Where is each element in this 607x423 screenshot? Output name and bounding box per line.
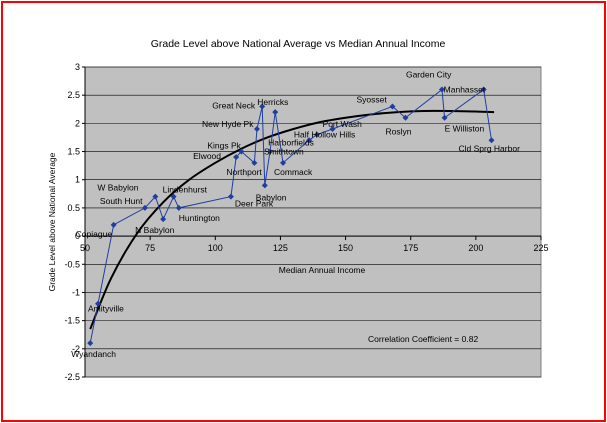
y-tick-labels: -2.5 -2 -1.5 -1 -0.5 0 0.5 1 1.5 2 2.5 3 — [64, 62, 85, 382]
point-label: New Hyde Pk — [202, 119, 254, 129]
y-tick-label: 2 — [75, 118, 80, 128]
x-tick-label: 125 — [273, 243, 288, 253]
data-point — [267, 148, 274, 155]
data-point — [480, 86, 487, 93]
y-tick-label: -2.5 — [64, 372, 80, 382]
point-label: Babylon — [256, 192, 287, 202]
point-label: Great Neck — [212, 100, 256, 110]
data-point — [110, 221, 117, 228]
y-tick-label: 1.5 — [67, 147, 80, 157]
point-label: South Hunt — [100, 196, 143, 206]
data-point — [233, 154, 240, 161]
point-label: Garden City — [406, 70, 452, 80]
point-label: Huntington — [179, 213, 220, 223]
x-tick-label: 200 — [468, 243, 483, 253]
point-label: Port Wash — [323, 119, 363, 129]
point-label: Syosset — [356, 94, 387, 104]
point-label: Northport — [226, 167, 262, 177]
data-point — [402, 114, 409, 121]
point-label: Roslyn — [386, 127, 412, 137]
point-label: Commack — [274, 167, 313, 177]
point-label: Manhasset — [444, 85, 486, 95]
y-tick-label: -1 — [72, 287, 80, 297]
x-tick-label: 50 — [80, 243, 90, 253]
point-label: W Babylon — [97, 183, 138, 193]
x-tick-label: 75 — [145, 243, 155, 253]
trend-line — [89, 109, 495, 330]
point-label: Lindenhurst — [163, 185, 208, 195]
data-point — [329, 126, 336, 132]
point-label: Kings Pk — [207, 141, 241, 151]
y-tick-label: -2 — [72, 344, 80, 354]
point-label: Copiague — [76, 229, 113, 239]
data-point — [441, 114, 448, 121]
y-tick-label: 3 — [75, 62, 80, 72]
point-label: Harborfields — [268, 137, 314, 147]
data-point — [227, 193, 234, 200]
data-points — [87, 86, 495, 347]
y-tick-label: 2.5 — [67, 90, 80, 100]
point-label: Wyandanch — [71, 349, 116, 359]
y-tick-label: 0 — [75, 231, 80, 241]
point-label: Elwood — [193, 151, 221, 161]
x-tick-label: 150 — [338, 243, 353, 253]
data-point — [389, 103, 396, 110]
x-tick-label: 100 — [208, 243, 223, 253]
y-tick-label: 1 — [75, 175, 80, 185]
y-tick-label: -0.5 — [64, 259, 80, 269]
point-label: Amityville — [88, 304, 124, 314]
point-label: Herricks — [257, 97, 288, 107]
data-point — [488, 137, 495, 144]
data-point — [261, 182, 268, 189]
point-label: Deer Park — [235, 199, 274, 209]
data-point — [87, 340, 94, 347]
data-point — [313, 131, 320, 138]
data-point — [272, 109, 279, 116]
y-axis-title: Grade Level above National Average — [47, 152, 57, 291]
data-point — [306, 137, 313, 144]
chart-title: Grade Level above National Average vs Me… — [151, 38, 446, 50]
data-point — [238, 148, 245, 155]
data-point — [438, 86, 445, 93]
plot-area — [84, 66, 542, 378]
point-label: E Williston — [445, 124, 485, 134]
x-tick-label: 225 — [533, 243, 548, 253]
y-tick-label: -1.5 — [64, 316, 80, 326]
point-labels: Wyandanch Amityville Copiague South Hunt W B… — [71, 70, 520, 360]
y-tick-label: 0.5 — [67, 203, 80, 213]
data-point — [253, 126, 260, 132]
correlation-annotation: Correlation Coefficient = 0.82 — [368, 334, 478, 344]
data-point — [259, 103, 266, 110]
data-point — [160, 216, 167, 223]
x-tick-labels: 50 75 100 125 150 175 200 225 — [80, 236, 549, 253]
point-label: Half Hollow Hills — [294, 130, 355, 140]
data-point — [170, 193, 177, 200]
data-point — [251, 159, 258, 166]
x-tick-label: 175 — [403, 243, 418, 253]
data-point — [280, 159, 287, 166]
point-label: Smithtown — [264, 147, 304, 157]
point-label: N Babylon — [135, 225, 174, 235]
data-point — [152, 193, 159, 200]
data-point — [141, 204, 148, 211]
data-point — [175, 204, 182, 211]
point-label: Cld Sprg Harbor — [458, 143, 520, 153]
data-point — [95, 300, 102, 307]
x-axis-title: Median Annual Income — [279, 265, 366, 275]
